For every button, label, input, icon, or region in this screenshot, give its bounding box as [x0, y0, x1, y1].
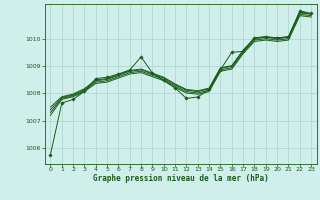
- X-axis label: Graphe pression niveau de la mer (hPa): Graphe pression niveau de la mer (hPa): [93, 174, 269, 183]
